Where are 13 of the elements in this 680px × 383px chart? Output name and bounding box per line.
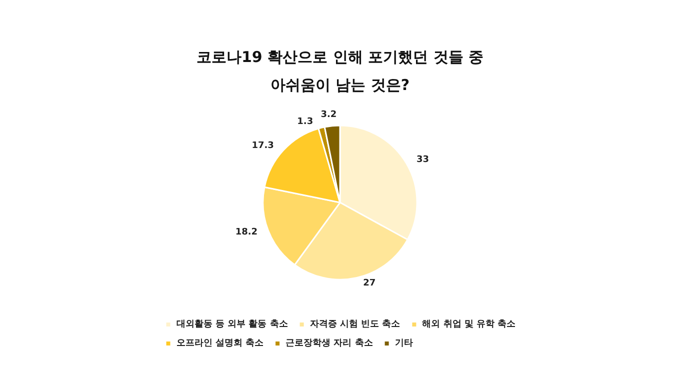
data-label: 1.3	[297, 116, 314, 127]
legend-label: 자격증 시험 빈도 축소	[310, 318, 400, 330]
legend-label: 해외 취업 및 유학 축소	[422, 318, 516, 330]
data-label: 3.2	[320, 110, 337, 120]
legend-label: 오프라인 설명회 축소	[176, 338, 264, 348]
legend-label: 근로장학생 자리 축소	[286, 338, 373, 348]
chart-title: 코로나19 확산으로 인해 포기했던 것들 중 아쉬움이 남는 것은?	[196, 48, 484, 94]
data-label: 33	[416, 155, 430, 166]
legend-label: 대외활동 등 외부 활동 축소	[176, 318, 288, 330]
data-label: 27	[363, 278, 376, 289]
legend-label: 기타	[394, 338, 413, 348]
data-label: 17.3	[252, 141, 274, 152]
data-label: 18.2	[235, 228, 258, 238]
